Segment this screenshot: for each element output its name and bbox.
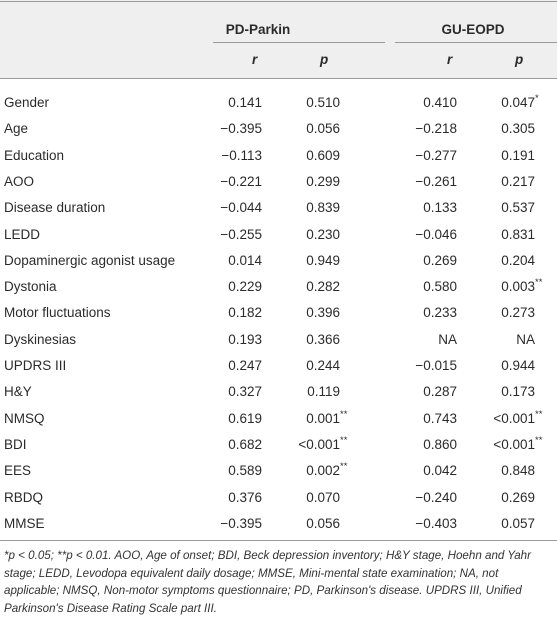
cell-value: 0.589 — [228, 463, 262, 479]
row-label: Age — [4, 121, 29, 137]
cell-value: 0.204 — [501, 252, 535, 268]
row-label: Motor fluctuations — [4, 305, 111, 321]
column-header: r — [447, 52, 453, 67]
cell-value: 0.510 — [306, 95, 340, 110]
row-label: NMSQ — [4, 410, 45, 426]
cell-value: 0.244 — [306, 358, 340, 373]
cell-value: 0.949 — [306, 252, 340, 268]
cell-value: 0.860 — [423, 436, 457, 452]
column-header: p — [515, 52, 524, 67]
row-label: Dopaminergic agonist usage — [4, 252, 176, 268]
cell-value: −0.261 — [415, 173, 457, 189]
cell-value: NA — [516, 331, 535, 347]
cell-value: 0.282 — [306, 279, 340, 295]
cell-value: <0.001 ** — [493, 434, 543, 452]
row-label: Disease duration — [4, 200, 106, 216]
cell-value: 0.273 — [501, 305, 535, 321]
cell-value: 0.173 — [501, 384, 535, 400]
cell-value: 0.217 — [501, 173, 535, 189]
cell-value: −0.046 — [415, 226, 457, 242]
cell-value: 0.410 — [423, 95, 457, 110]
group-header: PD-Parkin — [225, 22, 291, 37]
cell-value: −0.395 — [220, 515, 262, 531]
header-rule — [0, 78, 557, 79]
row-label: Gender — [4, 95, 50, 110]
cell-value: −0.044 — [220, 200, 262, 216]
row-label: AOO — [4, 173, 35, 189]
cell-value: 0.396 — [306, 305, 340, 321]
cell-value: −0.218 — [415, 121, 457, 137]
cell-value: NA — [438, 331, 457, 347]
cell-value: 0.287 — [423, 384, 457, 400]
row-label: BDI — [4, 436, 27, 452]
column-header: r — [252, 52, 258, 67]
cell-value: 0.056 — [306, 515, 340, 531]
cell-value: 0.233 — [423, 305, 457, 321]
cell-value: 0.182 — [228, 305, 262, 321]
cell-value: <0.001 ** — [298, 434, 348, 452]
cell-value: 0.057 — [501, 515, 535, 531]
cell-value: 0.682 — [228, 436, 262, 452]
cell-value: 0.299 — [306, 173, 340, 189]
cell-value: 0.537 — [501, 200, 535, 216]
cell-value: −0.395 — [220, 121, 262, 137]
bottom-rule — [0, 540, 557, 541]
cell-value: 0.305 — [501, 121, 535, 137]
cell-value: 0.119 — [307, 384, 340, 400]
top-rule — [0, 1, 557, 2]
row-label: LEDD — [4, 226, 41, 242]
cell-value: 0.269 — [501, 489, 535, 505]
group-rule — [395, 42, 557, 43]
cell-value: 0.376 — [228, 489, 262, 505]
cell-value: −0.240 — [415, 489, 457, 505]
cell-value: −0.277 — [415, 147, 457, 163]
cell-value: 0.193 — [228, 331, 262, 347]
row-label: RBDQ — [4, 489, 44, 505]
cell-value: −0.015 — [415, 358, 457, 373]
cell-value: −0.403 — [415, 515, 457, 531]
row-label: EES — [4, 463, 32, 479]
cell-value: 0.002 ** — [306, 461, 348, 479]
cell-value: 0.848 — [501, 463, 535, 479]
cell-value: 0.047 * — [501, 93, 539, 110]
cell-value: 0.269 — [423, 252, 457, 268]
cell-value: −0.221 — [220, 173, 262, 189]
cell-value: 0.327 — [228, 384, 262, 400]
cell-value: 0.001 ** — [306, 408, 348, 426]
cell-value: 0.229 — [228, 279, 262, 295]
row-label: UPDRS III — [4, 358, 67, 373]
cell-value: 0.070 — [306, 489, 340, 505]
cell-value: 0.831 — [501, 226, 535, 242]
row-label: H&Y — [4, 384, 32, 400]
cell-value: 0.944 — [501, 358, 535, 373]
cell-value: 0.580 — [423, 279, 457, 295]
row-label: MMSE — [4, 515, 45, 531]
row-label: Dyskinesias — [4, 331, 77, 347]
cell-value: 0.743 — [423, 410, 457, 426]
footnote: *p < 0.05; **p < 0.01. AOO, Age of onset… — [4, 549, 531, 615]
cell-value: 0.133 — [423, 200, 457, 216]
cell-value: 0.619 — [228, 410, 262, 426]
row-label: Education — [4, 147, 65, 163]
cell-value: 0.014 — [228, 252, 262, 268]
cell-value: 0.003 ** — [501, 277, 543, 295]
group-header: GU-EOPD — [441, 22, 505, 37]
cell-value: 0.366 — [306, 331, 340, 347]
column-header: p — [320, 52, 329, 67]
cell-value: 0.056 — [306, 121, 340, 137]
cell-value: 0.247 — [228, 358, 262, 373]
cell-value: 0.141 — [228, 95, 262, 110]
row-label: Dystonia — [4, 279, 57, 295]
cell-value: <0.001 ** — [493, 408, 543, 426]
cell-value: 0.042 — [423, 463, 457, 479]
cell-value: −0.255 — [220, 226, 262, 242]
cell-value: 0.230 — [306, 226, 340, 242]
group-rule — [213, 42, 385, 43]
cell-value: 0.839 — [306, 200, 340, 216]
cell-value: −0.113 — [221, 147, 262, 163]
cell-value: 0.191 — [501, 147, 535, 163]
header-band — [0, 0, 557, 78]
cell-value: 0.609 — [306, 147, 340, 163]
